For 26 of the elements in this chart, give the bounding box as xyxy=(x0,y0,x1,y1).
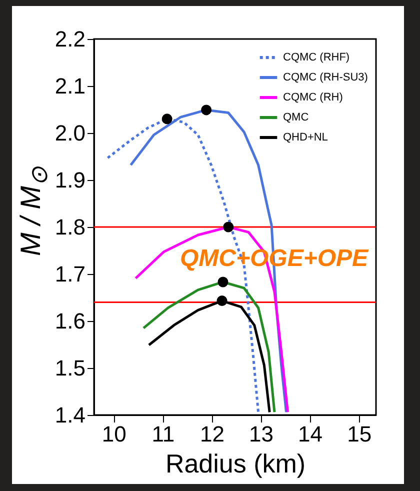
y-tick-label: 1.8 xyxy=(54,214,86,240)
y-tick-label: 2.0 xyxy=(54,120,86,146)
x-tick-label: 15 xyxy=(347,422,372,446)
point xyxy=(223,222,234,232)
x-tick-label: 11 xyxy=(152,422,175,446)
point xyxy=(216,296,228,306)
y-tick-label: 1.4 xyxy=(54,402,86,428)
y-tick-label: 2.1 xyxy=(54,74,86,98)
point xyxy=(218,276,228,288)
legend-label: QMC xyxy=(283,112,309,124)
point xyxy=(201,104,212,116)
y-tick-label: 2.2 xyxy=(54,26,86,52)
x-tick-label: 12 xyxy=(200,422,224,446)
legend-label: QHD+NL xyxy=(283,132,328,144)
y-tick-label: 1.9 xyxy=(54,168,86,192)
y-tick-label: 1.5 xyxy=(54,356,86,380)
legend-label: CQMC (RH-SU3) xyxy=(283,72,368,84)
legend-label: CQMC (RH) xyxy=(283,92,343,104)
x-tick-label: 13 xyxy=(249,422,274,446)
x-tick-label: 14 xyxy=(298,422,323,446)
y-tick-label: 1.7 xyxy=(54,262,86,286)
x-tick-label: 10 xyxy=(102,422,126,446)
point xyxy=(162,114,172,124)
y-tick-label: 1.6 xyxy=(54,308,86,334)
legend-label: CQMC (RHF) xyxy=(283,52,350,64)
x-axis-title: Radius (km) xyxy=(165,448,306,478)
